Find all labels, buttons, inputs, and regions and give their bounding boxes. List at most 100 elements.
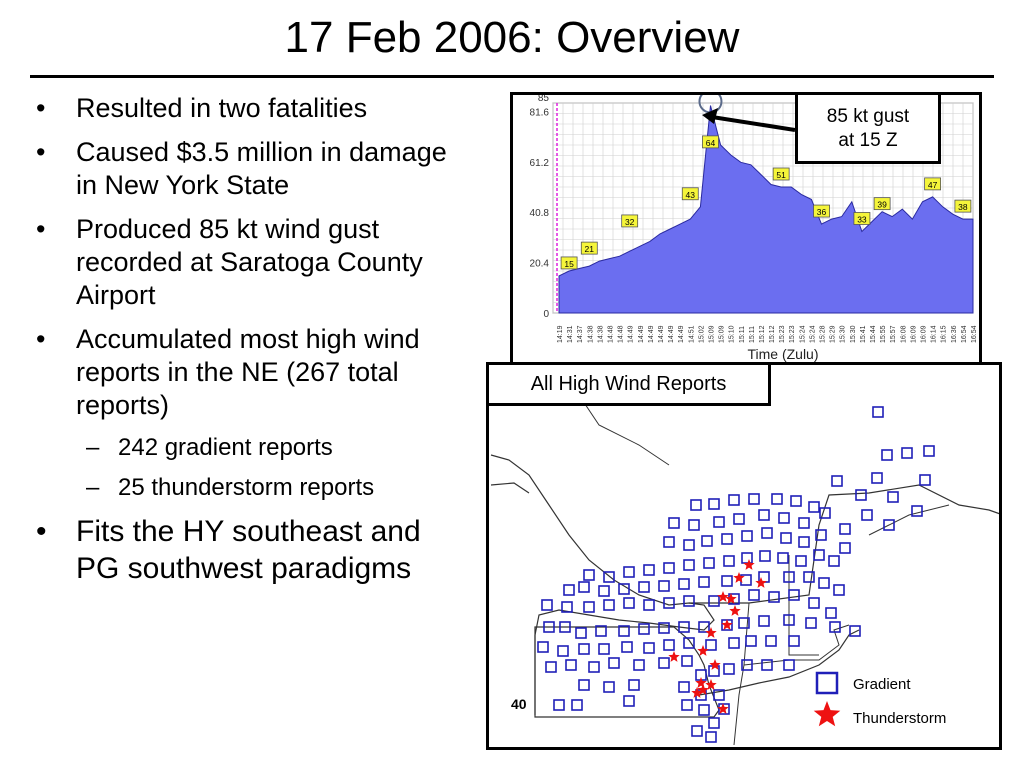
data-label-box <box>560 256 578 270</box>
southern-coastline <box>698 629 860 696</box>
gradient-report-marker <box>871 472 883 484</box>
y-tick-label: 20.4 <box>530 259 550 270</box>
northeast-map-svg: 40 Gradient Thunderstorm <box>490 365 999 746</box>
bullet-damage: Caused $3.5 million in damage in New Yor… <box>30 136 470 202</box>
y-tick-label: 40.8 <box>530 208 550 219</box>
gradient-report-marker <box>777 552 789 564</box>
gradient-report-marker <box>578 643 590 655</box>
x-tick-label: 14:49 <box>678 325 685 343</box>
gradient-report-marker <box>563 584 575 596</box>
gradient-report-marker <box>748 589 760 601</box>
data-label: 36 <box>817 207 827 217</box>
gradient-report-marker <box>681 699 693 711</box>
gradient-report-marker <box>618 625 630 637</box>
gradient-report-marker <box>595 625 607 637</box>
data-label: 32 <box>625 217 635 227</box>
x-tick-label: 15:30 <box>840 325 847 343</box>
y-tick-label: 61.2 <box>530 158 550 169</box>
gradient-report-marker <box>783 614 795 626</box>
gradient-report-marker <box>663 597 675 609</box>
data-label-box <box>772 167 790 181</box>
gradient-report-marker <box>788 589 800 601</box>
x-tick-label: 15:29 <box>830 325 837 343</box>
gradient-report-marker <box>603 599 615 611</box>
gradient-report-marker <box>818 577 830 589</box>
gradient-report-marker <box>545 661 557 673</box>
x-tick-label: 15:24 <box>809 325 816 343</box>
x-tick-label: 14:38 <box>597 325 604 343</box>
thunderstorm-report-marker <box>717 591 729 602</box>
gradient-report-marker <box>721 533 733 545</box>
gradient-report-marker <box>923 445 935 457</box>
thunderstorm-report-marker <box>691 687 703 698</box>
x-tick-label: 15:12 <box>759 325 766 343</box>
sub-bullet-gradient: 242 gradient reports <box>30 433 470 463</box>
gradient-report-marker <box>598 585 610 597</box>
gradient-report-marker <box>771 493 783 505</box>
gradient-report-marker <box>683 637 695 649</box>
peak-gust-callout: 85 kt gust at 15 Z <box>795 92 941 164</box>
x-tick-label: 14:49 <box>648 325 655 343</box>
data-label-box <box>702 135 719 149</box>
thunderstorm-report-marker <box>697 684 709 695</box>
legend-gradient-label: Gradient <box>853 676 911 693</box>
x-tick-label: 15:09 <box>708 325 715 343</box>
x-tick-label: 14:49 <box>658 325 665 343</box>
x-tick-label: 14:48 <box>607 325 614 343</box>
gradient-report-marker <box>688 519 700 531</box>
gradient-report-marker <box>638 623 650 635</box>
gradient-report-marker <box>623 597 635 609</box>
ny-vt-border <box>733 602 750 746</box>
gradient-report-marker <box>598 643 610 655</box>
gradient-report-marker <box>768 591 780 603</box>
gradient-report-marker <box>638 581 650 593</box>
thunderstorm-report-marker <box>717 703 729 714</box>
x-tick-label: 14:49 <box>628 325 635 343</box>
bullet-paradigms: Fits the HY southeast and PG southwest p… <box>30 513 470 587</box>
gradient-report-marker <box>819 507 831 519</box>
data-label-box <box>621 214 639 228</box>
data-label-box <box>924 177 942 191</box>
thunderstorm-report-marker <box>725 593 737 604</box>
bullet-list: Resulted in two fatalities Caused $3.5 m… <box>30 92 470 598</box>
gradient-report-marker <box>623 695 635 707</box>
x-tick-label: 14:51 <box>688 325 695 343</box>
gradient-report-marker <box>698 704 710 716</box>
thunderstorm-report-marker <box>743 559 755 570</box>
x-tick-label: 15:30 <box>850 325 857 343</box>
gradient-report-marker <box>723 663 735 675</box>
data-label-box <box>853 212 871 225</box>
x-tick-label: 16:09 <box>910 325 917 343</box>
x-tick-label: 15:28 <box>820 325 827 343</box>
gradient-report-marker <box>578 581 590 593</box>
x-tick-label: 15:57 <box>890 325 897 343</box>
gradient-report-marker <box>690 499 702 511</box>
data-label: 39 <box>877 200 887 210</box>
data-label-box <box>681 187 699 201</box>
gradient-report-marker <box>565 659 577 671</box>
gradient-report-marker <box>780 532 792 544</box>
gradient-report-marker <box>663 639 675 651</box>
gradient-report-marker <box>643 564 655 576</box>
y-tick-label: 81.6 <box>530 107 550 118</box>
data-label: 47 <box>928 180 938 190</box>
gradient-report-marker <box>829 621 841 633</box>
x-tick-label: 16:36 <box>951 325 958 343</box>
gradient-report-marker <box>825 607 837 619</box>
gradient-report-marker <box>813 549 825 561</box>
canada-border <box>689 484 999 604</box>
gradient-report-marker <box>705 639 717 651</box>
x-tick-label: 16:54 <box>971 325 978 343</box>
gradient-report-marker <box>683 539 695 551</box>
gradient-report-marker <box>795 555 807 567</box>
gradient-report-marker <box>541 599 553 611</box>
gradient-report-marker <box>708 595 720 607</box>
bullet-wind-gust: Produced 85 kt wind gust recorded at Sar… <box>30 213 470 312</box>
thunderstorm-report-marker <box>721 619 733 630</box>
gradient-report-marker <box>728 494 740 506</box>
gradient-report-marker <box>758 509 770 521</box>
thunderstorm-report-marker <box>668 651 680 662</box>
data-label: 33 <box>857 214 867 224</box>
new-england-border <box>788 555 819 656</box>
gradient-report-marker <box>575 627 587 639</box>
